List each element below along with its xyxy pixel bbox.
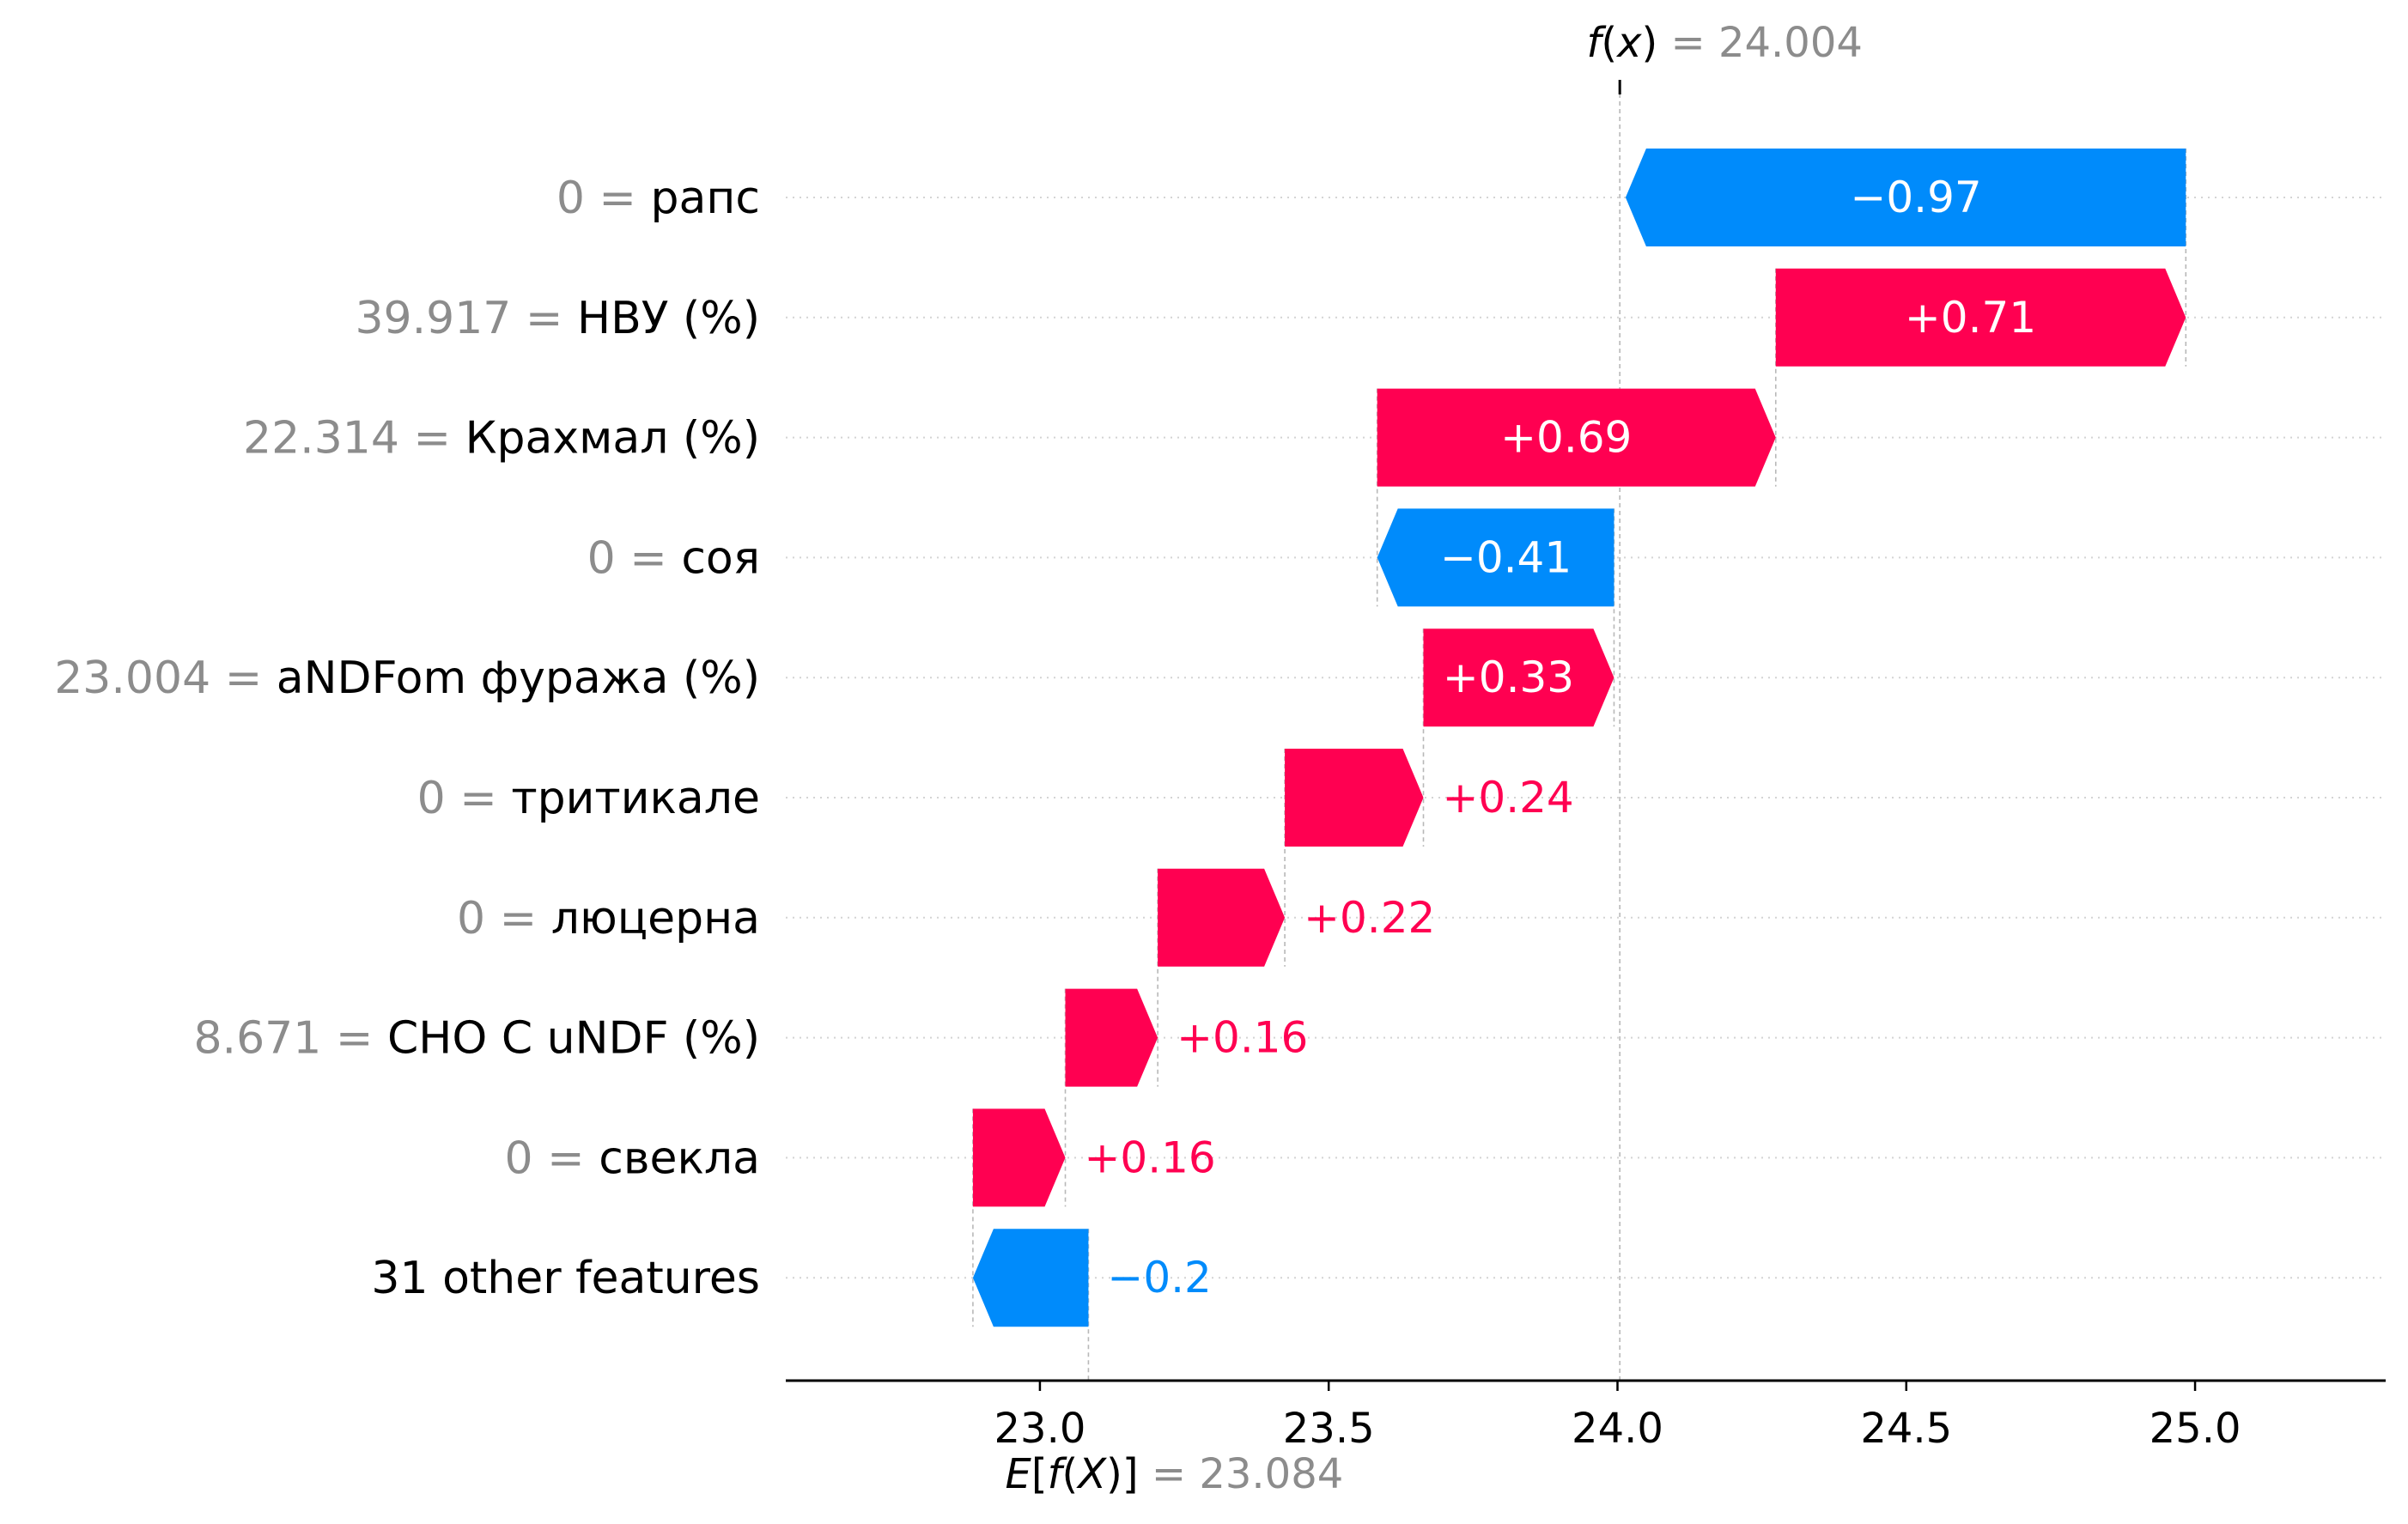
x-tick-label: 24.0 xyxy=(1572,1405,1663,1453)
feature-name: Крахмал (%) xyxy=(465,413,760,464)
positive-bar xyxy=(1377,388,1776,487)
feature-value: 0 = xyxy=(457,893,551,944)
feature-name: aNDFom фуража (%) xyxy=(277,653,760,704)
feature-name: 31 other features xyxy=(371,1253,760,1304)
feature-name: тритикале xyxy=(511,773,760,824)
base-value-bracket-close: )] xyxy=(1106,1450,1152,1498)
output-value-label: f(x) = 24.004 xyxy=(1586,19,1862,67)
base-value-var: X xyxy=(1075,1450,1107,1498)
x-tick-label: 25.0 xyxy=(2150,1405,2241,1453)
feature-label: 0 = соя xyxy=(587,532,760,584)
feature-name: люцерна xyxy=(551,893,760,944)
output-value-marker: f(x) = 24.004 xyxy=(1586,19,1863,94)
negative-bar xyxy=(1625,149,2186,246)
feature-name: CHO C uNDF (%) xyxy=(387,1013,760,1065)
feature-value: 0 = xyxy=(505,1132,599,1184)
feature-label: 8.671 = CHO C uNDF (%) xyxy=(193,1013,760,1065)
feature-label: 0 = свекла xyxy=(505,1132,760,1184)
feature-label: 39.917 = НВУ (%) xyxy=(355,293,760,344)
bar-value-label: +0.24 xyxy=(1443,773,1574,823)
output-value-var: x xyxy=(1615,19,1642,67)
positive-bar xyxy=(1775,268,2186,367)
bar-value-label: +0.16 xyxy=(1177,1013,1308,1063)
output-value-paren-close: ) xyxy=(1641,19,1670,67)
bar-value-label: −0.97 xyxy=(1850,173,1981,222)
base-value-label: E[f(X)] = 23.084 xyxy=(1006,1450,1344,1498)
connector-guides xyxy=(972,86,2187,1381)
feature-labels: −0.97 0 = рапс +0.71 39.917 = НВУ (%) +0.69 2… xyxy=(54,173,2036,1304)
feature-name: свекла xyxy=(599,1132,760,1184)
bar-value-label: +0.69 xyxy=(1500,413,1632,463)
bar-value-label: +0.16 xyxy=(1085,1132,1216,1182)
feature-label: 31 other features xyxy=(371,1253,760,1304)
positive-bar xyxy=(1158,868,1286,967)
feature-label: 0 = тритикале xyxy=(417,773,760,824)
feature-value: 22.314 = xyxy=(243,413,465,464)
bar-value-label: −0.2 xyxy=(1107,1253,1211,1302)
positive-bar xyxy=(1285,749,1424,847)
positive-bar xyxy=(1423,628,1614,727)
negative-bar xyxy=(972,1229,1089,1327)
feature-value: 0 = xyxy=(417,773,512,824)
feature-value: 39.917 = xyxy=(355,293,577,344)
output-value-number: = 24.004 xyxy=(1670,19,1862,67)
feature-label: 0 = рапс xyxy=(556,173,760,224)
bar-value-label: +0.33 xyxy=(1443,653,1574,702)
feature-label: 23.004 = aNDFom фуража (%) xyxy=(54,653,760,704)
base-value-symbol: E xyxy=(1006,1450,1032,1498)
feature-value: 0 = xyxy=(556,173,651,224)
positive-bar xyxy=(1065,988,1158,1087)
bar-value-label: +0.22 xyxy=(1304,893,1435,943)
bar-value-label: +0.71 xyxy=(1905,293,2036,343)
base-value-bracket-open: [ xyxy=(1031,1450,1048,1498)
x-tick-label: 23.0 xyxy=(994,1405,1085,1453)
x-tick-label: 23.5 xyxy=(1283,1405,1375,1453)
negative-bar xyxy=(1377,508,1614,607)
feature-label: 22.314 = Крахмал (%) xyxy=(243,413,760,464)
feature-value: 23.004 = xyxy=(54,653,277,704)
base-value-number: = 23.084 xyxy=(1152,1450,1343,1498)
positive-bar xyxy=(972,1108,1066,1207)
feature-value: 0 = xyxy=(587,532,682,584)
feature-name: рапс xyxy=(651,173,760,224)
output-value-paren-open: ( xyxy=(1601,19,1617,67)
feature-name: соя xyxy=(681,532,760,584)
base-value-paren-open: ( xyxy=(1062,1450,1079,1498)
feature-name: НВУ (%) xyxy=(577,293,760,344)
feature-label: 0 = люцерна xyxy=(457,893,760,944)
contribution-bars xyxy=(972,149,2186,1327)
x-axis: 23.0 23.5 24.0 24.5 25.0 E[f(X)] = 23.084 xyxy=(786,1379,2386,1498)
feature-value: 8.671 = xyxy=(193,1013,387,1065)
bar-value-label: −0.41 xyxy=(1440,532,1572,582)
x-tick-label: 24.5 xyxy=(1860,1405,1952,1453)
